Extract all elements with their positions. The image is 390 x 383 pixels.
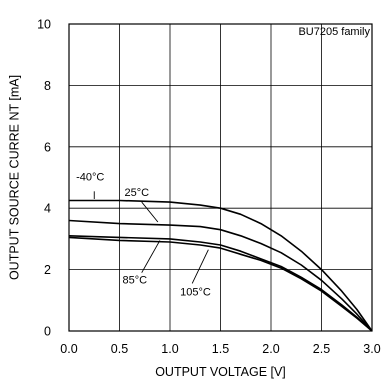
series-layer	[68, 199, 373, 332]
y-tick-label: 10	[37, 18, 51, 32]
grid	[69, 24, 372, 331]
annotation-label: 25°C	[125, 187, 150, 199]
series-line	[68, 219, 373, 332]
y-tick-label: 0	[44, 325, 51, 339]
x-tick-label: 0.5	[111, 342, 128, 356]
series-line	[68, 236, 373, 332]
x-tick-label: 1.5	[212, 342, 229, 356]
annotation-leader	[191, 249, 209, 284]
x-tick-label: 3.0	[363, 342, 380, 356]
annotation-label: 85°C	[123, 274, 148, 286]
x-tick-labels: 0.0 0.5 1.0 1.5 2.0 2.5 3.0	[60, 342, 380, 356]
annotation-label: 105°C	[180, 287, 211, 299]
family-label: BU7205 family	[298, 26, 370, 38]
y-tick-labels: 0 2 4 6 8 10	[37, 18, 51, 339]
y-tick-label: 8	[44, 79, 51, 93]
series-line	[68, 235, 373, 332]
series-line	[69, 199, 373, 332]
x-tick-label: 0.0	[60, 342, 77, 356]
x-axis-label: OUTPUT VOLTAGE [V]	[155, 365, 286, 379]
y-tick-label: 6	[44, 140, 51, 154]
annotation-layer: -40°C 25°C 85°C 105°C	[76, 172, 211, 299]
x-tick-label: 1.0	[161, 342, 178, 356]
annotation-leader	[141, 201, 159, 223]
annotation-leader	[141, 240, 161, 273]
x-tick-label: 2.5	[313, 342, 330, 356]
y-tick-label: 4	[44, 202, 51, 216]
plot-frame	[68, 23, 373, 332]
y-axis-label: OUTPUT SOURCE CURRE NT [mA]	[7, 75, 21, 280]
annotation-label: -40°C	[76, 172, 104, 184]
x-tick-label: 2.0	[262, 342, 279, 356]
y-tick-label: 2	[44, 263, 51, 277]
